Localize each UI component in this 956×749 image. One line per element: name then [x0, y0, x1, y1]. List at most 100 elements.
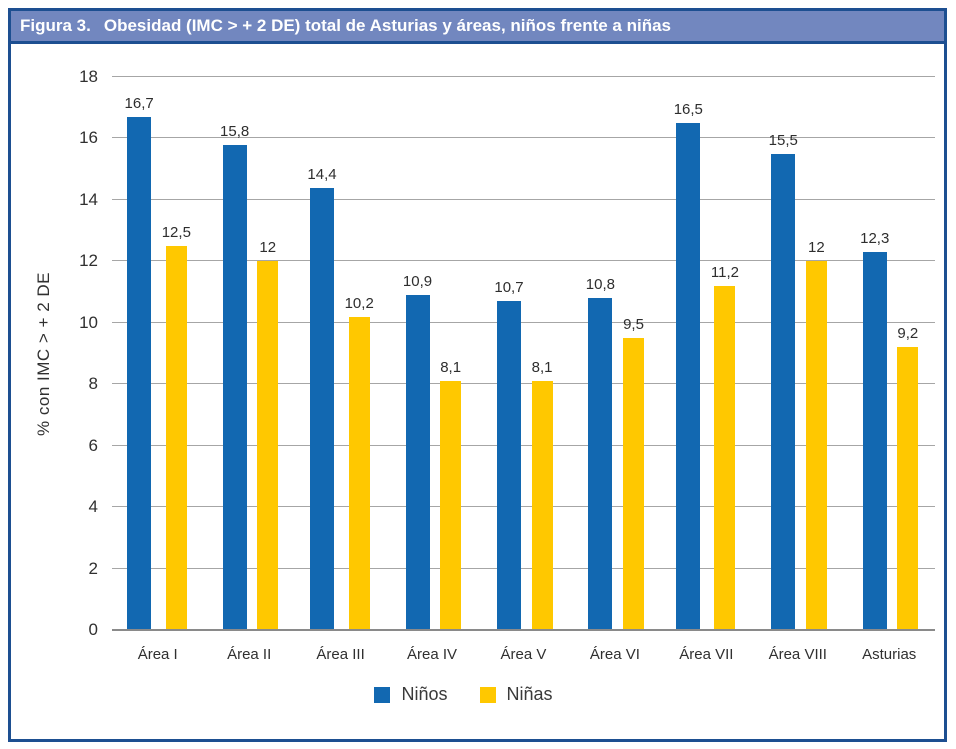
bar-niñas — [257, 261, 279, 630]
bar-column: 8,1 — [440, 77, 462, 630]
bar-group: 15,8 12 Área II — [203, 77, 294, 663]
y-axis-title: % con IMC > + 2 DE — [34, 271, 53, 436]
legend-item: Niñas — [479, 684, 553, 705]
x-axis-category-label: Área III — [316, 646, 365, 663]
bar-column: 15,5 — [769, 77, 798, 630]
bar-niñas — [897, 347, 919, 630]
y-tick-label: 4 — [88, 497, 98, 517]
bar-value-label: 15,5 — [768, 131, 798, 149]
bar-column: 15,8 — [220, 77, 249, 630]
y-tick-label: 16 — [79, 128, 98, 148]
x-axis-category-label: Área V — [500, 646, 547, 663]
legend-label: Niñas — [506, 684, 553, 704]
y-tick-label: 0 — [88, 620, 98, 639]
gridline — [112, 321, 935, 323]
x-axis-category-label: Área IV — [407, 646, 458, 663]
bar-niños — [496, 301, 521, 630]
bar-group: 16,5 11,2 Área VII — [661, 77, 752, 663]
bar-value-label: 8,1 — [531, 359, 553, 377]
gridline — [112, 444, 935, 446]
bar-column: 10,2 — [345, 77, 374, 630]
y-tick-label: 18 — [79, 67, 98, 86]
bar-column: 10,8 — [586, 77, 615, 630]
x-axis-category-label: Área VIII — [768, 646, 827, 663]
bars-row: 16,7 12,5 Área I 15,8 12 Área II 14,4 10,2 Área … — [112, 77, 935, 663]
bar-niñas — [714, 285, 736, 630]
bar-niñas — [805, 261, 827, 630]
bar-column: 12,5 — [162, 77, 191, 630]
bar-column: 9,5 — [623, 77, 644, 630]
x-axis-category-label: Área I — [137, 646, 178, 663]
legend: Niños Niñas — [0, 684, 930, 705]
bar-niños — [222, 144, 247, 630]
bar-column: 16,5 — [674, 77, 703, 630]
y-tick-label: 10 — [79, 312, 98, 332]
bar-value-label: 12,3 — [860, 230, 890, 248]
bar-column: 10,7 — [494, 77, 524, 630]
gridline — [112, 567, 935, 569]
figure-frame: Figura 3. Obesidad (IMC > + 2 DE) total … — [8, 8, 947, 742]
chart-area: % con IMC > + 2 DE 16,7 12,5 Área I 15,8 12 Á… — [11, 44, 944, 739]
legend-swatch-icon — [374, 686, 391, 703]
bar-niñas — [623, 338, 644, 630]
bar-column: 8,1 — [531, 77, 553, 630]
bar-value-label: 10,8 — [585, 276, 615, 294]
bar-column: 12,3 — [860, 77, 889, 630]
gridline — [112, 383, 935, 385]
y-tick-label: 2 — [88, 558, 98, 578]
bar-column: 10,9 — [403, 77, 432, 630]
bar-group: 14,4 10,2 Área III — [295, 77, 386, 663]
legend-item: Niños — [374, 684, 448, 705]
bar-value-label: 9,2 — [897, 325, 919, 343]
bar-niñas — [165, 245, 187, 630]
bar-column: 11,2 — [711, 77, 739, 630]
y-tick-label: 8 — [88, 374, 98, 394]
legend-swatch-icon — [479, 686, 496, 703]
bar-niños — [405, 295, 430, 630]
bar-group: 10,8 9,5 Área VI — [569, 77, 660, 663]
y-tick-label: 6 — [88, 435, 98, 455]
bar-niños — [676, 123, 701, 630]
x-axis-line — [112, 629, 935, 631]
bar-value-label: 12,5 — [161, 223, 191, 241]
gridline — [112, 198, 935, 200]
bar-value-label: 10,2 — [344, 294, 374, 312]
bar-niñas — [348, 316, 370, 630]
gridline — [112, 137, 935, 139]
plot-area: 16,7 12,5 Área I 15,8 12 Área II 14,4 10,2 Área … — [79, 67, 935, 663]
x-axis-category-label: Área VII — [679, 646, 734, 663]
gridline — [112, 260, 935, 262]
bar-group: 10,9 8,1 Área IV — [386, 77, 477, 663]
figure-title-text: Obesidad (IMC > + 2 DE) total de Asturia… — [103, 16, 672, 35]
bar-group: 15,5 12 Área VIII — [752, 77, 843, 663]
bar-group: 12,3 9,2 Asturias — [844, 77, 935, 663]
bar-column: 9,2 — [897, 77, 919, 630]
bar-value-label: 9,5 — [623, 316, 644, 334]
bar-niñas — [440, 381, 462, 630]
figure-title-bar: Figura 3. Obesidad (IMC > + 2 DE) total … — [11, 11, 944, 44]
bar-niños — [309, 187, 334, 630]
bar-value-label: 16,7 — [124, 94, 154, 112]
bar-value-label: 12 — [259, 239, 277, 257]
bar-column: 16,7 — [125, 77, 154, 630]
bar-value-label: 15,8 — [220, 122, 250, 140]
bar-value-label: 12 — [808, 239, 825, 257]
bar-value-label: 16,5 — [673, 101, 703, 119]
gridline — [112, 506, 935, 508]
bar-niñas — [531, 381, 553, 630]
bar-value-label: 10,9 — [402, 273, 433, 291]
bar-value-label: 14,4 — [307, 165, 337, 183]
bar-value-label: 8,1 — [440, 359, 462, 377]
bar-group: 16,7 12,5 Área I — [112, 77, 203, 663]
y-tick-label: 14 — [79, 189, 98, 209]
bar-niños — [127, 116, 152, 630]
bar-niños — [862, 252, 887, 630]
figure-number-label: Figura 3. — [20, 16, 91, 35]
bar-column: 14,4 — [307, 77, 337, 630]
x-axis-category-label: Área II — [227, 646, 272, 663]
bar-value-label: 10,7 — [494, 279, 524, 297]
bar-niños — [771, 153, 796, 630]
bar-column: 12 — [257, 77, 279, 630]
bar-value-label: 11,2 — [710, 263, 739, 281]
y-tick-label: 12 — [79, 251, 98, 271]
